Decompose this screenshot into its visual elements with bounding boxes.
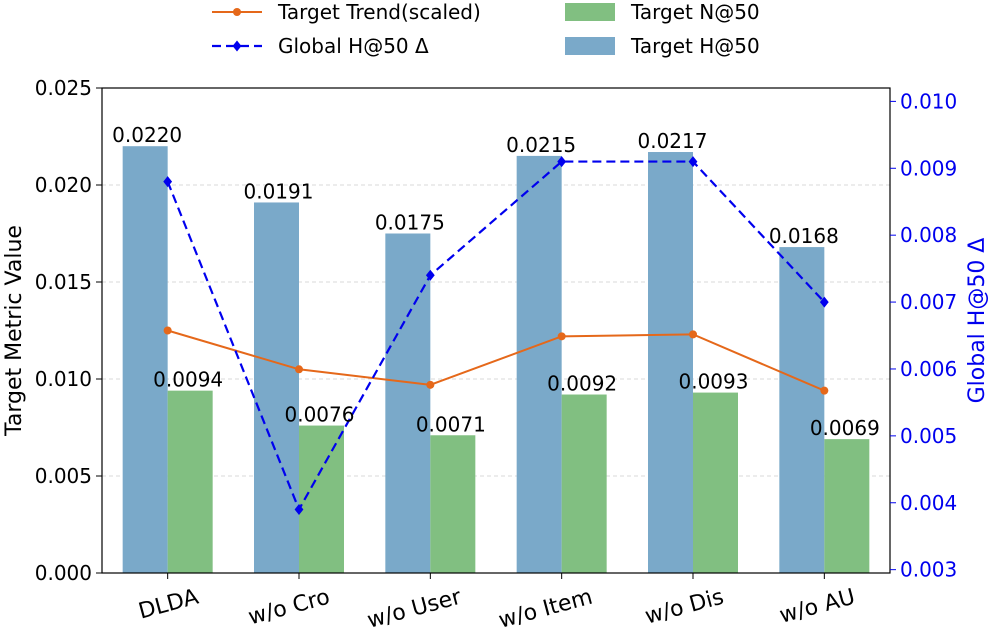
point-global-h50-delta xyxy=(294,503,304,515)
x-tick-label: DLDA xyxy=(136,585,201,625)
bar-value-label-h50: 0.0217 xyxy=(638,129,708,153)
bar-target-n50 xyxy=(430,435,476,573)
point-target-trend xyxy=(820,386,829,395)
series-line-target-trend xyxy=(167,329,825,392)
bar-value-label-n50: 0.0093 xyxy=(679,370,749,394)
point-target-trend xyxy=(295,365,303,374)
y-right-tick-label: 0.007 xyxy=(900,290,957,314)
legend-swatch-patch xyxy=(565,3,615,21)
y-tick-label: 0.010 xyxy=(35,367,92,391)
y-tick-label: 0.000 xyxy=(35,561,92,585)
y-right-tick-label: 0.009 xyxy=(900,156,957,180)
bar-target-h50 xyxy=(122,146,168,573)
y-tick-label: 0.020 xyxy=(35,173,92,197)
bar-value-label-h50: 0.0175 xyxy=(375,211,445,235)
legend-label: Target H@50 xyxy=(630,34,760,58)
point-global-h50-delta xyxy=(819,296,829,308)
legend-item: Target H@50 xyxy=(565,34,760,58)
bar-target-h50 xyxy=(516,155,562,573)
bar-target-n50 xyxy=(693,392,738,573)
legend: Target Trend(scaled) Target N@50 Global H@… xyxy=(212,0,760,58)
x-tick-label: w/o AU xyxy=(777,585,858,629)
bar-value-label-h50: 0.0220 xyxy=(112,123,182,147)
bar-value-label-h50: 0.0191 xyxy=(244,179,314,203)
y-right-tick-label: 0.010 xyxy=(900,89,957,113)
legend-swatch-patch xyxy=(565,37,615,55)
bar-value-label-h50: 0.0215 xyxy=(506,133,576,157)
y-right-tick-label: 0.005 xyxy=(900,424,957,448)
bar-target-n50 xyxy=(824,439,870,573)
x-tick-label: w/o Dis xyxy=(642,585,726,630)
y-right-tick-label: 0.006 xyxy=(900,357,957,381)
y-tick-label: 0.005 xyxy=(35,464,92,488)
bar-target-h50 xyxy=(254,202,299,573)
x-tick-label: w/o Item xyxy=(496,585,595,634)
point-target-trend xyxy=(163,326,172,335)
legend-swatch-marker xyxy=(232,40,242,52)
point-global-h50-delta xyxy=(163,176,173,188)
y-right-axis-title: Global H@50 Δ xyxy=(965,238,990,404)
bar-target-h50 xyxy=(779,247,825,573)
y-right-tick-label: 0.004 xyxy=(900,491,957,515)
y-right-tick-label: 0.003 xyxy=(900,558,957,582)
bar-value-label-h50: 0.0168 xyxy=(769,224,839,248)
bar-value-label-n50: 0.0076 xyxy=(285,403,355,427)
legend-label: Target Trend(scaled) xyxy=(277,0,481,24)
lines xyxy=(163,156,829,515)
point-global-h50-delta xyxy=(425,269,435,281)
x-tick-label: w/o Cro xyxy=(246,585,333,631)
bar-target-h50 xyxy=(648,152,693,573)
series-line-global-h50-delta xyxy=(166,160,826,512)
gridlines xyxy=(102,87,890,574)
bar-target-h50 xyxy=(385,233,431,573)
point-target-trend xyxy=(557,332,566,341)
point-target-trend xyxy=(426,380,435,389)
bar-value-label-n50: 0.0092 xyxy=(547,372,617,396)
y-tick-label: 0.015 xyxy=(35,270,92,294)
legend-item: Global H@50 Δ xyxy=(212,34,429,58)
legend-label: Global H@50 Δ xyxy=(278,34,429,58)
bar-target-n50 xyxy=(167,390,213,573)
bar-value-labels: 0.0220 0.0094 0.0191 0.0076 0.0175 0.0071 0.02… xyxy=(112,123,880,440)
legend-swatch-marker xyxy=(233,8,241,16)
point-global-h50-delta xyxy=(557,156,567,168)
bar-value-label-n50: 0.0094 xyxy=(153,368,223,392)
bar-value-label-n50: 0.0071 xyxy=(416,412,486,436)
bar-value-label-n50: 0.0069 xyxy=(810,416,880,440)
point-global-h50-delta xyxy=(688,156,698,168)
legend-label: Target N@50 xyxy=(630,0,760,24)
bar-target-n50 xyxy=(561,394,607,573)
y-axis-title: Target Metric Value xyxy=(2,225,27,437)
plot-frame xyxy=(101,87,891,574)
bar-target-n50 xyxy=(299,425,344,573)
y-tick-label: 0.025 xyxy=(35,76,92,100)
y-right-tick-label: 0.008 xyxy=(900,223,957,247)
x-tick-label: w/o User xyxy=(365,584,465,633)
legend-item: Target Trend(scaled) xyxy=(212,0,481,24)
legend-item: Target N@50 xyxy=(565,0,760,24)
point-target-trend xyxy=(689,330,697,339)
